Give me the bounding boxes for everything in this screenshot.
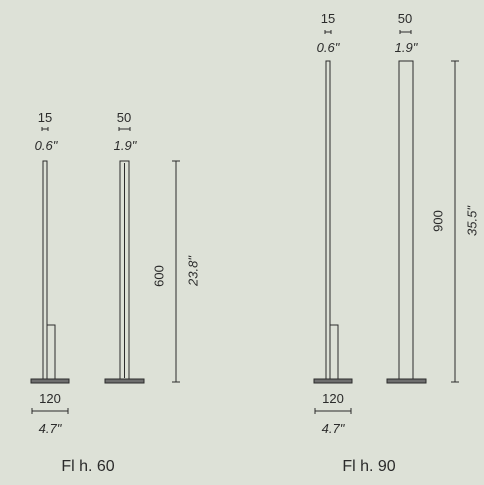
lamp60-height-inch: 23.8" [185, 256, 201, 286]
lamp90-height-mm: 900 [430, 210, 446, 232]
lamp60-side-pole [42, 160, 48, 381]
lamp60-caption: Fl h. 60 [61, 458, 115, 475]
lamp90-thin-width-inch: 0.6" [316, 40, 340, 55]
lamp60-base-width-inch: 4.7" [38, 421, 62, 436]
lamp90-side-foot [329, 324, 339, 381]
lamp90-thin-width-mm: 15 [320, 11, 336, 26]
lamp90-front-base [386, 378, 427, 384]
lamp90-caption: Fl h. 90 [342, 458, 396, 475]
lamp90-side-pole [325, 60, 331, 381]
lamp60-side-base [30, 378, 70, 384]
lamp60-thin-width-mm: 15 [37, 110, 53, 125]
lamp60-front-base [104, 378, 145, 384]
lamp90-wide-width-mm: 50 [397, 11, 413, 26]
lamp90-height-inch: 35.5" [464, 206, 480, 236]
lamp90-base-width-mm: 120 [322, 391, 344, 406]
lamp90-front-pole [398, 60, 414, 381]
lamp60-thin-width-inch: 0.6" [34, 138, 58, 153]
lamp60-height-mm: 600 [151, 265, 167, 287]
lamp60-wide-width-inch: 1.9" [113, 138, 137, 153]
lamp90-base-width-inch: 4.7" [321, 421, 345, 436]
lamp60-wide-width-mm: 50 [116, 110, 132, 125]
lamp60-base-width-mm: 120 [39, 391, 61, 406]
lamp60-side-foot [46, 324, 56, 381]
lamp90-side-base [313, 378, 353, 384]
lamp90-wide-width-inch: 1.9" [394, 40, 418, 55]
